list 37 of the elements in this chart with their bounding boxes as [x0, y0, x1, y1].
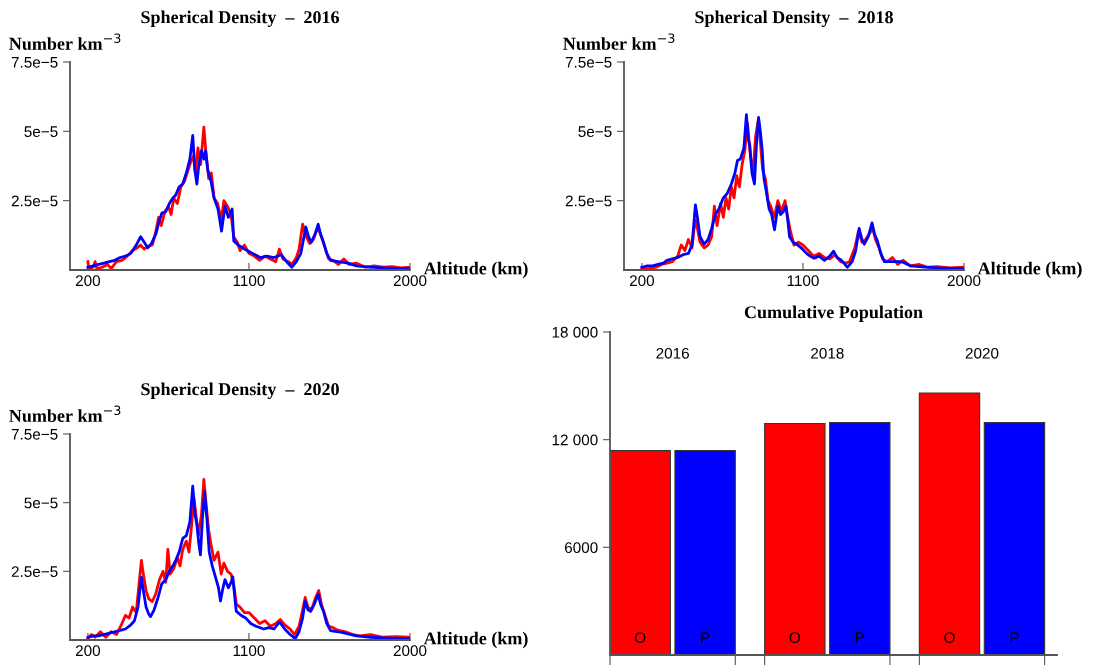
x-tick-label: 2000 [947, 275, 981, 287]
x-tick-label: 200 [75, 275, 101, 287]
y-tick-label: 6000 [564, 542, 598, 554]
y-tick-label: 7.5e−5 [565, 57, 612, 68]
text: O [944, 632, 955, 643]
x-tick-label: 2020 [965, 347, 999, 359]
y-axis-title: Number km$^{−3}$ [563, 33, 675, 50]
x-tick-label: 1100 [233, 645, 265, 657]
text: O [789, 632, 801, 643]
x-tick-label: 1100 [233, 275, 265, 287]
x-tick-label: 2018 [811, 347, 844, 359]
x-tick-label: 2016 [656, 347, 689, 359]
y-tick-label: 5e−5 [578, 126, 612, 138]
chart-title: Cumulative Population [744, 305, 923, 322]
y-tick-label: 7.5e−5 [11, 429, 58, 440]
y-tick-label: 2.5e−5 [565, 195, 612, 207]
chart-title: Spherical Density – 2016 [141, 10, 340, 28]
series-label: P [701, 632, 710, 643]
x-tick-label: 2000 [393, 645, 427, 657]
x-tick-label: 200 [75, 645, 101, 657]
text: P [1010, 632, 1019, 643]
chart-title: Spherical Density – 2018 [695, 10, 893, 28]
x-tick-label: 1100 [787, 275, 819, 287]
y-tick-label: 2.5e−5 [11, 195, 58, 207]
x-tick-label: 200 [629, 275, 655, 287]
y-tick-label: 12 000 [552, 434, 598, 446]
y-tick-label: 5e−5 [24, 126, 58, 138]
x-tick-label: 2000 [393, 275, 427, 287]
text: P [855, 632, 865, 643]
y-tick-label: 7.5e−5 [11, 57, 58, 68]
y-tick-label: 2.5e−5 [11, 566, 58, 578]
series-label: O [634, 632, 646, 643]
y-tick-label: 18 000 [552, 326, 598, 338]
chart-title: Spherical Density – 2020 [141, 382, 339, 400]
y-axis-title: Number km$^{−3}$ [9, 405, 121, 422]
y-axis-title: Number km$^{−3}$ [9, 33, 121, 50]
y-tick-label: 5e−5 [24, 497, 58, 509]
